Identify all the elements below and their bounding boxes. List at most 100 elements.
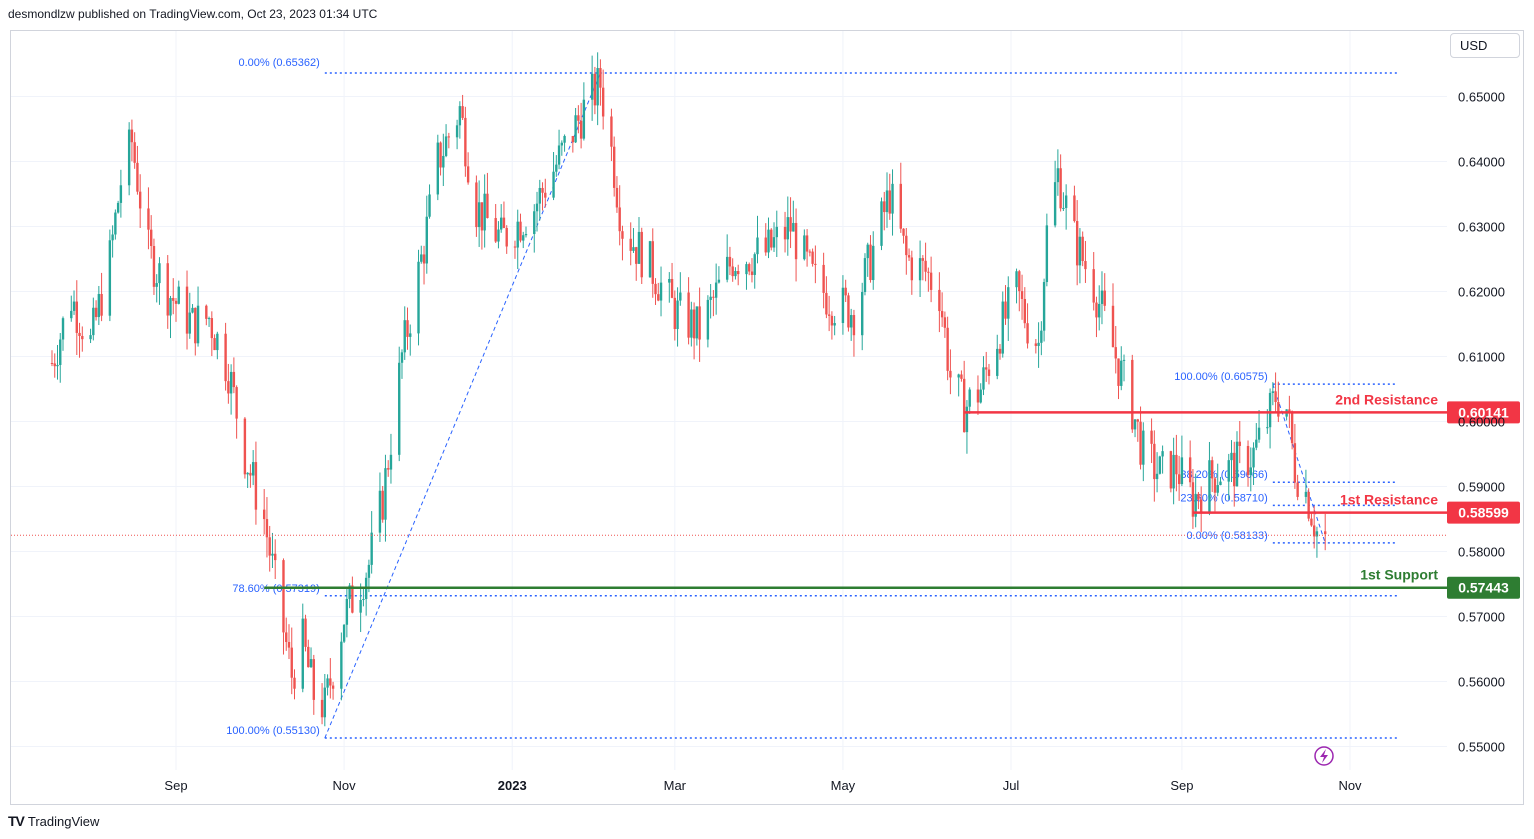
candle-body: [679, 292, 682, 301]
candle-body: [304, 618, 307, 647]
candle-body: [538, 187, 541, 204]
time-tick-label: May: [831, 778, 856, 793]
candle-body: [985, 367, 988, 370]
candle-body: [618, 207, 621, 232]
candle-body: [243, 418, 247, 475]
candle-body: [687, 292, 690, 338]
candle-body: [320, 699, 324, 718]
candle-body: [403, 320, 406, 353]
candle-body: [582, 99, 586, 139]
candle-body: [690, 309, 693, 338]
candle-body: [499, 217, 503, 230]
candle-body: [207, 318, 211, 320]
candle-body: [861, 291, 864, 336]
candle-body: [497, 229, 500, 242]
candle-body: [982, 367, 985, 390]
candle-body: [1255, 439, 1258, 448]
candle-body: [1238, 441, 1241, 446]
candle-body: [827, 314, 831, 316]
candle-body: [574, 115, 577, 143]
candle-body: [1059, 168, 1062, 209]
candle-body: [1323, 531, 1327, 535]
lightning-icon-bolt: [1320, 749, 1328, 763]
candle-body: [116, 202, 120, 213]
candle-body: [1155, 473, 1159, 480]
candle-body: [464, 117, 467, 167]
candle-body: [133, 142, 136, 163]
price-tick-label: 0.60000: [1458, 415, 1505, 430]
candle-body: [1194, 493, 1197, 517]
candle-body: [1230, 452, 1233, 461]
candle-body: [844, 287, 847, 296]
candle-body: [1177, 474, 1181, 485]
candle-body: [494, 218, 497, 242]
candle-body: [657, 294, 660, 301]
candle-body: [111, 234, 114, 241]
candle-body: [78, 332, 81, 336]
candle-body: [265, 519, 269, 538]
candle-body: [803, 235, 806, 260]
price-tick-label: 0.64000: [1458, 155, 1505, 170]
candle-body: [152, 246, 156, 287]
candle-body: [1161, 451, 1164, 457]
candle-body: [1114, 347, 1117, 359]
fib-level-label: 0.00% (0.58133): [1186, 530, 1267, 542]
candle-body: [185, 286, 189, 334]
candle-body: [753, 254, 756, 275]
candle-body: [370, 532, 373, 565]
candle-body: [127, 129, 131, 186]
candle-body: [524, 234, 528, 236]
candle-body: [1227, 460, 1230, 482]
candle-body: [1153, 443, 1156, 480]
currency-selector[interactable]: USD: [1450, 33, 1520, 58]
candle-body: [1139, 421, 1142, 465]
candle-body: [1040, 330, 1043, 343]
candle-body: [1122, 359, 1126, 361]
candle-body: [750, 271, 754, 275]
candle-body: [177, 286, 180, 304]
candle-body: [1169, 451, 1173, 489]
candle-body: [533, 211, 536, 235]
candle-body: [557, 145, 561, 165]
candle-body: [734, 271, 737, 277]
candle-body: [610, 116, 613, 147]
candle-body: [714, 282, 718, 298]
candle-body: [522, 235, 525, 241]
candle-body: [731, 266, 734, 277]
candle-body: [544, 192, 547, 198]
fib-level-label: 38.20% (0.59066): [1180, 469, 1267, 481]
candle-body: [560, 142, 564, 146]
candle-body: [309, 659, 313, 668]
candle-body: [406, 320, 409, 337]
candle-body: [883, 201, 886, 213]
candle-body: [114, 212, 117, 235]
candle-body: [246, 472, 249, 475]
candle-body: [712, 296, 715, 298]
candle-body: [673, 297, 677, 330]
candle-body: [59, 339, 62, 365]
price-badge: [1447, 501, 1520, 524]
candle-body: [224, 333, 227, 382]
candle-body: [541, 187, 544, 193]
candle-body: [513, 246, 517, 248]
candle-body: [695, 306, 699, 339]
candle-body: [1274, 391, 1277, 403]
candle-body: [381, 490, 384, 520]
candle-body: [709, 296, 712, 300]
candle-body: [1172, 454, 1175, 489]
price-tick-label: 0.65000: [1458, 90, 1505, 105]
fib-retracements: 0.00% (0.65362)78.60% (0.57319)100.00% (…: [226, 57, 1397, 739]
candle-body: [692, 309, 696, 339]
candle-body: [717, 279, 721, 283]
candle-body: [938, 289, 941, 312]
chart-frame: [10, 30, 1524, 805]
candle-body: [596, 68, 599, 106]
candle-body: [748, 264, 751, 272]
candle-body: [1004, 301, 1007, 319]
candle-body: [905, 235, 908, 256]
candle-body: [378, 490, 382, 533]
candle-body: [254, 462, 258, 510]
candle-body: [72, 301, 76, 311]
candle-body: [770, 229, 773, 248]
